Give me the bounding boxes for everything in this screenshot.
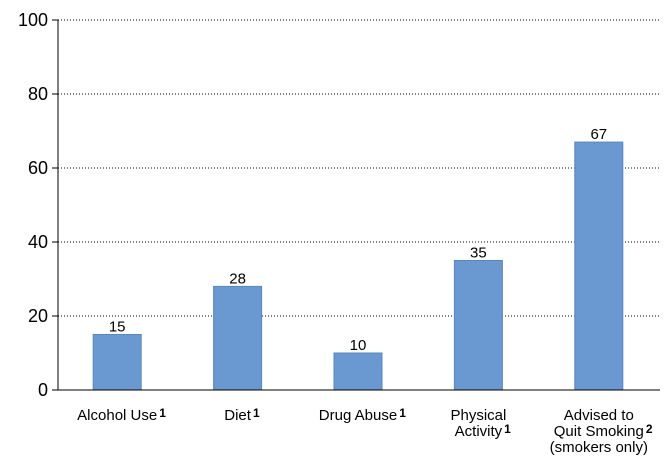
y-tick-label: 0 (38, 380, 48, 400)
gridlines (58, 19, 660, 317)
data-label-1: 28 (229, 270, 246, 287)
footnote-marker-4: 2 (646, 422, 653, 436)
bar-2 (333, 352, 383, 391)
footnote-marker-3: 1 (504, 422, 511, 436)
bars (92, 141, 624, 391)
y-tick-label: 40 (28, 232, 48, 252)
footnote-marker-2: 1 (399, 406, 406, 420)
category-label-3-line-0: Physical (450, 407, 506, 424)
data-label-4: 67 (590, 126, 607, 143)
bar-0 (92, 334, 142, 391)
category-label-0-line-0: Alcohol Use (77, 407, 157, 424)
data-label-2: 10 (350, 337, 367, 354)
data-label-0: 15 (109, 319, 126, 336)
category-label-1-line-0: Diet (224, 407, 252, 424)
category-label-3-line-1: Activity (455, 423, 503, 440)
category-label-2-line-0: Drug Abuse (319, 407, 397, 424)
bar-1 (213, 285, 263, 391)
x-axis-category-labels: Alcohol Use 1 Diet 1 Drug Abuse 1 PhysicalActi… (77, 406, 653, 456)
y-tick-label: 80 (28, 84, 48, 104)
data-labels: 15 28 10 35 67 (109, 126, 607, 354)
y-tick-label: 60 (28, 158, 48, 178)
footnote-marker-0: 1 (159, 406, 166, 420)
category-label-4-line-0: Advised to (564, 407, 634, 424)
y-axis-tick-labels: 0 20 40 60 80 100 (18, 10, 58, 400)
y-tick-label: 100 (18, 10, 48, 30)
bar-3 (453, 260, 503, 391)
y-tick-label: 20 (28, 306, 48, 326)
category-label-4-line-1: Quit Smoking (554, 423, 644, 440)
footnote-marker-1: 1 (253, 406, 260, 420)
data-label-3: 35 (470, 245, 487, 262)
category-label-4-line-2: (smokers only) (550, 439, 648, 456)
bar-4 (574, 141, 624, 391)
